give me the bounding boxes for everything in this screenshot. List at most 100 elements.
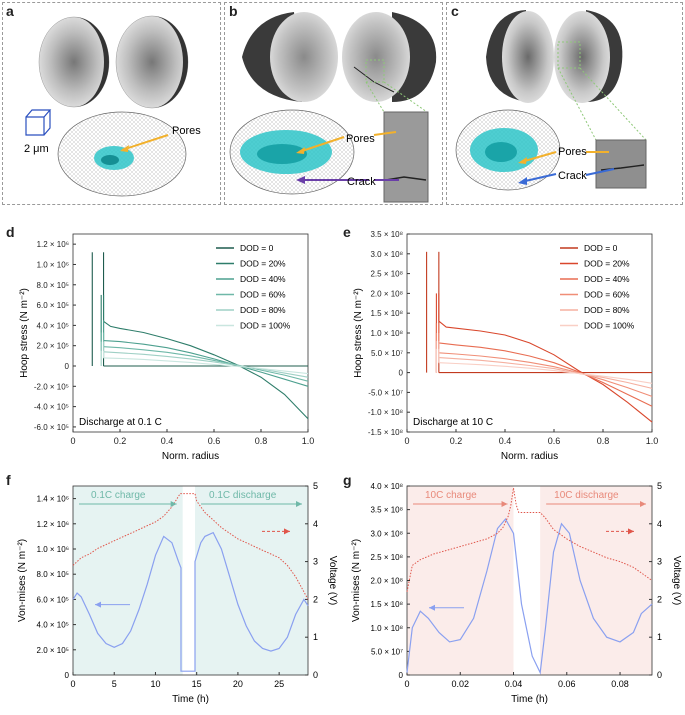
y-tick-label: 1.4 × 10⁶ — [37, 495, 69, 504]
x-tick-label: 0.6 — [208, 436, 221, 446]
legend-label: DOD = 0 — [584, 243, 618, 253]
y-tick-label: 3.0 × 10⁸ — [370, 529, 403, 538]
particle-shell-left — [74, 17, 109, 107]
x-tick-label: 0.06 — [558, 679, 576, 689]
y-tick-label: 5.0 × 10⁷ — [371, 647, 403, 656]
panel-a-label: a — [6, 3, 14, 19]
pores-arrowhead — [120, 145, 129, 152]
y-tick-label: 0 — [65, 671, 70, 680]
panel-b-image: Pores Crack — [229, 12, 437, 203]
legend-label: DOD = 100% — [584, 321, 635, 331]
panel-e-label: e — [343, 224, 351, 240]
legend-label: DOD = 80% — [584, 305, 630, 315]
y-axis-label: Hoop stress (N m⁻²) — [19, 288, 30, 378]
y2-tick-label: 3 — [313, 557, 318, 567]
x-tick-label: 0 — [70, 436, 75, 446]
discharge-arrowhead — [640, 501, 646, 507]
y-tick-label: 1.2 × 10⁶ — [37, 240, 69, 249]
y-tick-label: -1.5 × 10⁸ — [368, 428, 403, 437]
x-tick-label: 0.04 — [505, 679, 523, 689]
legend-label: DOD = 0 — [240, 243, 274, 253]
panel-c-label: c — [451, 3, 459, 19]
discharge-annotation: Discharge at 0.1 C — [79, 417, 162, 428]
panel-g-label: g — [343, 472, 352, 488]
series-line — [438, 342, 653, 407]
y-tick-label: 2.0 × 10⁸ — [370, 289, 403, 298]
series-line — [103, 357, 309, 375]
y-tick-label: 2.0 × 10⁵ — [37, 646, 69, 655]
x-axis-label: Norm. radius — [501, 451, 558, 462]
discharge-label: 10C discharge — [554, 490, 619, 501]
y-tick-label: 0 — [65, 362, 70, 371]
x-axis-label: Norm. radius — [162, 451, 219, 462]
y-tick-label: -6.0 × 10⁵ — [34, 423, 69, 432]
y-tick-label: 1.2 × 10⁶ — [37, 520, 69, 529]
zoom-box-b — [365, 59, 385, 83]
crack-inset-c — [600, 164, 645, 171]
y-tick-label: 1.5 × 10⁸ — [370, 600, 403, 609]
series-line — [103, 320, 309, 420]
y-tick-label: 2.5 × 10⁸ — [370, 270, 403, 279]
y-tick-label: 4.0 × 10⁸ — [370, 482, 403, 491]
right-axis-arrowhead — [628, 528, 634, 535]
y-tick-label: 1.0 × 10⁸ — [370, 624, 403, 633]
crack-label-b: Crack — [347, 176, 376, 188]
voltage-line — [406, 487, 653, 592]
zoom-line-c2 — [579, 67, 647, 141]
discharge-region — [195, 486, 308, 675]
charge-region — [407, 486, 514, 675]
y-tick-label: 8.0 × 10⁵ — [37, 570, 69, 579]
pores-label-a: Pores — [172, 125, 201, 137]
x-axis-label: Time (h) — [511, 694, 548, 705]
crack-arrowhead-b — [296, 176, 305, 184]
y2-tick-label: 4 — [657, 519, 662, 529]
charge-label: 0.1C charge — [91, 490, 146, 501]
y-tick-label: 2.0 × 10⁵ — [37, 342, 69, 351]
panel-c-box — [446, 2, 683, 205]
discharge-label: 0.1C discharge — [209, 490, 277, 501]
pores-label-b: Pores — [346, 133, 375, 145]
x-axis-label: Time (h) — [172, 694, 209, 705]
y-tick-label: 2.0 × 10⁸ — [370, 577, 403, 586]
charge-arrowhead — [501, 501, 508, 507]
y-tick-label: 5.0 × 10⁷ — [371, 349, 403, 358]
y-tick-label: 3.5 × 10⁸ — [370, 506, 403, 515]
x-tick-label: 0 — [70, 679, 75, 689]
x-tick-label: 0.4 — [499, 436, 512, 446]
y2-tick-label: 0 — [313, 670, 318, 680]
y-tick-label: 0 — [399, 369, 404, 378]
charge-arrowhead — [170, 501, 177, 507]
series-line — [103, 346, 309, 382]
left-axis-arrowhead — [95, 601, 101, 608]
y-tick-label: 1.5 × 10⁸ — [370, 309, 403, 318]
particle-shell-right — [152, 16, 188, 108]
legend-label: DOD = 20% — [584, 259, 630, 269]
series-line — [438, 320, 653, 423]
legend-label: DOD = 60% — [584, 290, 630, 300]
panel-b-box — [224, 2, 443, 205]
pores-arrow-c — [520, 151, 557, 163]
y2-tick-label: 1 — [313, 632, 318, 642]
y-tick-label: 1.0 × 10⁸ — [370, 329, 403, 338]
x-tick-label: 0.2 — [450, 436, 463, 446]
vonmises-line — [406, 518, 653, 675]
x-tick-label: 0.4 — [161, 436, 174, 446]
scale-bar-label: 2 μm — [24, 143, 49, 155]
x-tick-label: 0 — [404, 679, 409, 689]
legend-label: DOD = 20% — [240, 259, 286, 269]
panel-a-image: Pores 2 μm — [24, 15, 201, 197]
x-tick-label: 10 — [150, 679, 160, 689]
legend-label: DOD = 100% — [240, 321, 291, 331]
right-axis-arrowhead — [284, 528, 290, 535]
y-tick-label: 6.0 × 10⁵ — [37, 595, 69, 604]
charge-region — [73, 486, 183, 675]
crack-arrowhead-c — [518, 177, 527, 185]
y2-tick-label: 0 — [657, 670, 662, 680]
zoom-inset-b — [383, 111, 429, 203]
crack-label-c: Crack — [558, 170, 587, 182]
particle-half-c-right — [554, 11, 610, 103]
x-tick-label: 0.8 — [597, 436, 610, 446]
series-line — [438, 362, 653, 384]
y2-axis-label: Voltage (V) — [327, 556, 338, 605]
scale-cube-icon — [25, 109, 52, 136]
